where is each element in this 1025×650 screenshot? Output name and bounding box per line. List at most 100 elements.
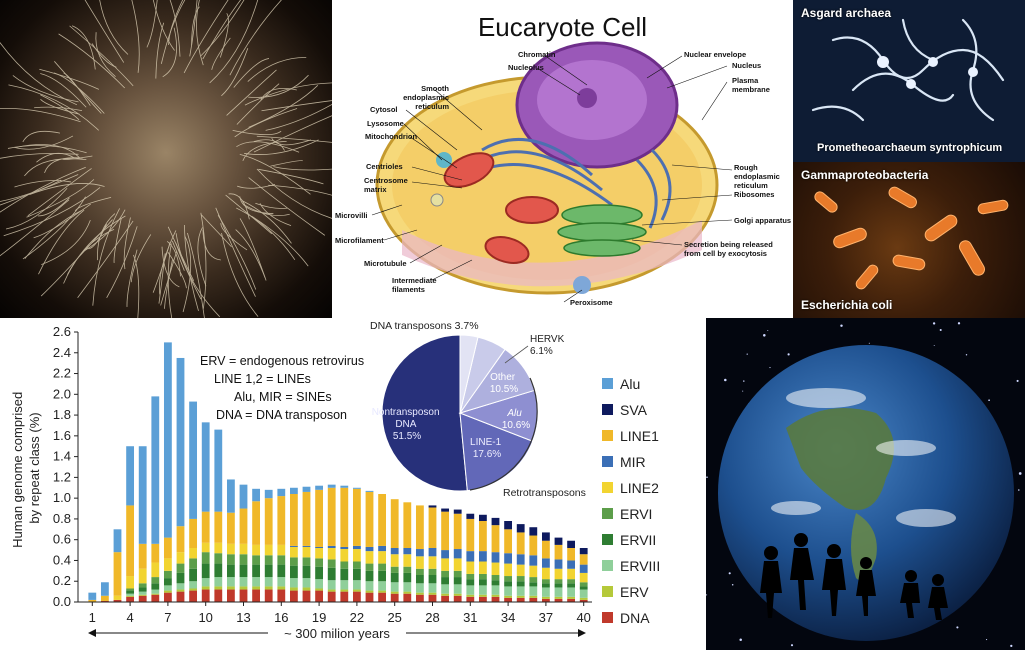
bar-segment-erviii [264, 577, 273, 587]
bar-segment-line2 [365, 551, 374, 564]
bar-segment-sva [466, 513, 475, 519]
bar-segment-ervii [264, 564, 273, 578]
bar-segment-erv [516, 595, 525, 598]
label-microtubule: Microtubule [364, 259, 407, 268]
sperm-egg-illustration [0, 0, 332, 318]
bar-segment-dna [151, 594, 160, 602]
annotation-line: LINE 1,2 = LINEs [214, 372, 311, 386]
bar-segment-erv [453, 593, 462, 596]
bar-segment-erviii [214, 577, 223, 587]
bar-segment-alu [264, 489, 273, 499]
bar-segment-ervi [201, 552, 210, 564]
bar-segment-mir [403, 548, 412, 555]
gamma-title: Gammaproteobacteria [801, 168, 929, 182]
bar-segment-ervii [567, 583, 576, 588]
bar-segment-erviii [189, 581, 198, 589]
bar-segment-dna [176, 591, 185, 602]
bar-segment-line2 [567, 568, 576, 580]
bar-segment-line2 [239, 543, 248, 555]
legend-swatch-dna [602, 612, 613, 623]
bar-segment-erviii [226, 577, 235, 587]
bar-segment-ervi [428, 568, 437, 575]
eukaryote-cell-panel: Eucaryote Cell [332, 0, 793, 318]
y-tick-label: 0.6 [53, 532, 71, 547]
earth-panel [706, 318, 1025, 650]
x-tick-label: 19 [312, 610, 326, 625]
bar-segment-erv [201, 586, 210, 590]
bar-segment-line2 [390, 554, 399, 567]
label-centrioles: Centrioles [366, 162, 403, 171]
bar-segment-line1 [466, 518, 475, 552]
bar-segment-erviii [567, 587, 576, 597]
bar-segment-erv [214, 586, 223, 590]
legend-label-erviii: ERVIII [620, 558, 660, 574]
bar-segment-line2 [579, 572, 588, 583]
bar-segment-line1 [390, 499, 399, 548]
bar-segment-ervii [428, 575, 437, 584]
bar-segment-line1 [415, 505, 424, 550]
bar-segment-ervi [516, 576, 525, 582]
pie-label-hervk: HERVK 6.1% [530, 334, 567, 357]
bar-segment-line1 [252, 501, 261, 545]
bar-segment-ervi [151, 577, 160, 584]
bar-segment-dna [264, 589, 273, 602]
bar-segment-ervii [441, 577, 450, 585]
bar-segment-erv [529, 595, 538, 598]
bar-segment-dna [239, 589, 248, 602]
label-golgi: Golgi apparatus [734, 216, 792, 225]
bar-segment-ervii [378, 570, 387, 582]
pie-label-line1-name: LINE-1 [470, 437, 502, 448]
bar-segment-ervii [453, 577, 462, 585]
children-silhouettes [760, 533, 948, 620]
bar-segment-mir [378, 545, 387, 552]
y-tick-label: 1.2 [53, 469, 71, 484]
label-ribosomes: Ribosomes [734, 190, 775, 199]
bar-segment-erv [441, 593, 450, 596]
bar-segment-mir [441, 550, 450, 559]
bar-segment-line1 [138, 543, 147, 569]
legend-label-alu: Alu [620, 376, 640, 392]
pie-label-hervk-value: 6.1% [530, 346, 553, 357]
label-chromatin: Chromatin [518, 50, 556, 59]
bar-segment-line1 [214, 511, 223, 543]
label-intermediate-filaments: Intermediate filaments [392, 276, 437, 294]
pie-label-alu: Alu 10.6% [502, 408, 530, 431]
sperm-egg-photo [0, 0, 332, 318]
bar-segment-erv [163, 590, 172, 593]
y-tick-label: 2.2 [53, 366, 71, 381]
bar-segment-line1 [403, 502, 412, 548]
bar-segment-sva [491, 517, 500, 526]
ecoli-micrograph [814, 186, 1009, 290]
bar-segment-erv [315, 588, 324, 591]
bar-segment-line1 [567, 548, 576, 561]
legend-label-line1: LINE1 [620, 428, 659, 444]
bar-segment-erviii [504, 586, 513, 596]
bar-segment-line1 [264, 498, 273, 545]
bar-segment-erviii [151, 589, 160, 594]
bar-segment-erv [579, 597, 588, 600]
cell-title: Eucaryote Cell [477, 12, 648, 42]
bar-segment-ervi [579, 582, 588, 587]
bar-segment-dna [441, 595, 450, 602]
bar-segment-mir [352, 545, 361, 550]
bar-segment-erv [189, 588, 198, 591]
bar-segment-erv [504, 595, 513, 598]
bar-segment-ervii [315, 566, 324, 580]
bar-segment-erv [541, 596, 550, 599]
label-cytosol: Cytosol [370, 105, 398, 114]
bar-segment-dna [138, 595, 147, 602]
bar-segment-erv [252, 586, 261, 590]
bar-segment-dna [541, 598, 550, 602]
bar-segment-mir [302, 545, 311, 547]
bar-segment-line1 [88, 599, 97, 602]
bar-segment-ervii [415, 575, 424, 584]
bar-segment-sva [441, 508, 450, 512]
bar-segment-dna [428, 594, 437, 602]
bar-segment-erviii [252, 577, 261, 587]
bar-segment-ervii [176, 572, 185, 584]
bar-segment-line1 [529, 535, 538, 556]
bar-segment-ervi [176, 563, 185, 573]
bar-segment-line2 [327, 548, 336, 560]
bar-segment-ervi [453, 570, 462, 578]
bar-segment-dna [579, 599, 588, 602]
